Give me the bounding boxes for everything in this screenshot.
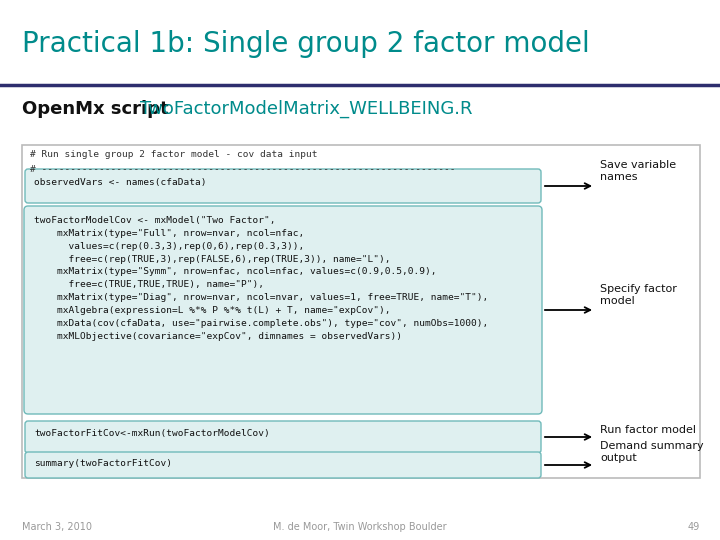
Text: TwoFactorModelMatrix_WELLBEING.R: TwoFactorModelMatrix_WELLBEING.R (140, 100, 472, 118)
FancyBboxPatch shape (25, 169, 541, 203)
Text: observedVars <- names(cfaData): observedVars <- names(cfaData) (34, 178, 207, 187)
Text: twoFactorModelCov <- mxModel("Two Factor",
    mxMatrix(type="Full", nrow=nvar, : twoFactorModelCov <- mxModel("Two Factor… (34, 216, 488, 341)
Text: Save variable
names: Save variable names (600, 160, 676, 182)
Text: Demand summary
output: Demand summary output (600, 441, 703, 463)
Text: Run factor model: Run factor model (600, 425, 696, 435)
Text: OpenMx script: OpenMx script (22, 100, 175, 118)
FancyBboxPatch shape (25, 421, 541, 453)
FancyBboxPatch shape (25, 452, 541, 478)
Text: # Run single group 2 factor model - cov data input: # Run single group 2 factor model - cov … (30, 150, 318, 159)
Text: # ------------------------------------------------------------------------: # --------------------------------------… (30, 165, 456, 174)
Text: Practical 1b: Single group 2 factor model: Practical 1b: Single group 2 factor mode… (22, 30, 590, 58)
FancyBboxPatch shape (24, 206, 542, 414)
Text: Specify factor
model: Specify factor model (600, 285, 677, 306)
Text: M. de Moor, Twin Workshop Boulder: M. de Moor, Twin Workshop Boulder (273, 522, 447, 532)
Text: twoFactorFitCov<-mxRun(twoFactorModelCov): twoFactorFitCov<-mxRun(twoFactorModelCov… (34, 429, 270, 438)
Text: March 3, 2010: March 3, 2010 (22, 522, 92, 532)
Text: 49: 49 (688, 522, 700, 532)
Text: summary(twoFactorFitCov): summary(twoFactorFitCov) (34, 459, 172, 468)
